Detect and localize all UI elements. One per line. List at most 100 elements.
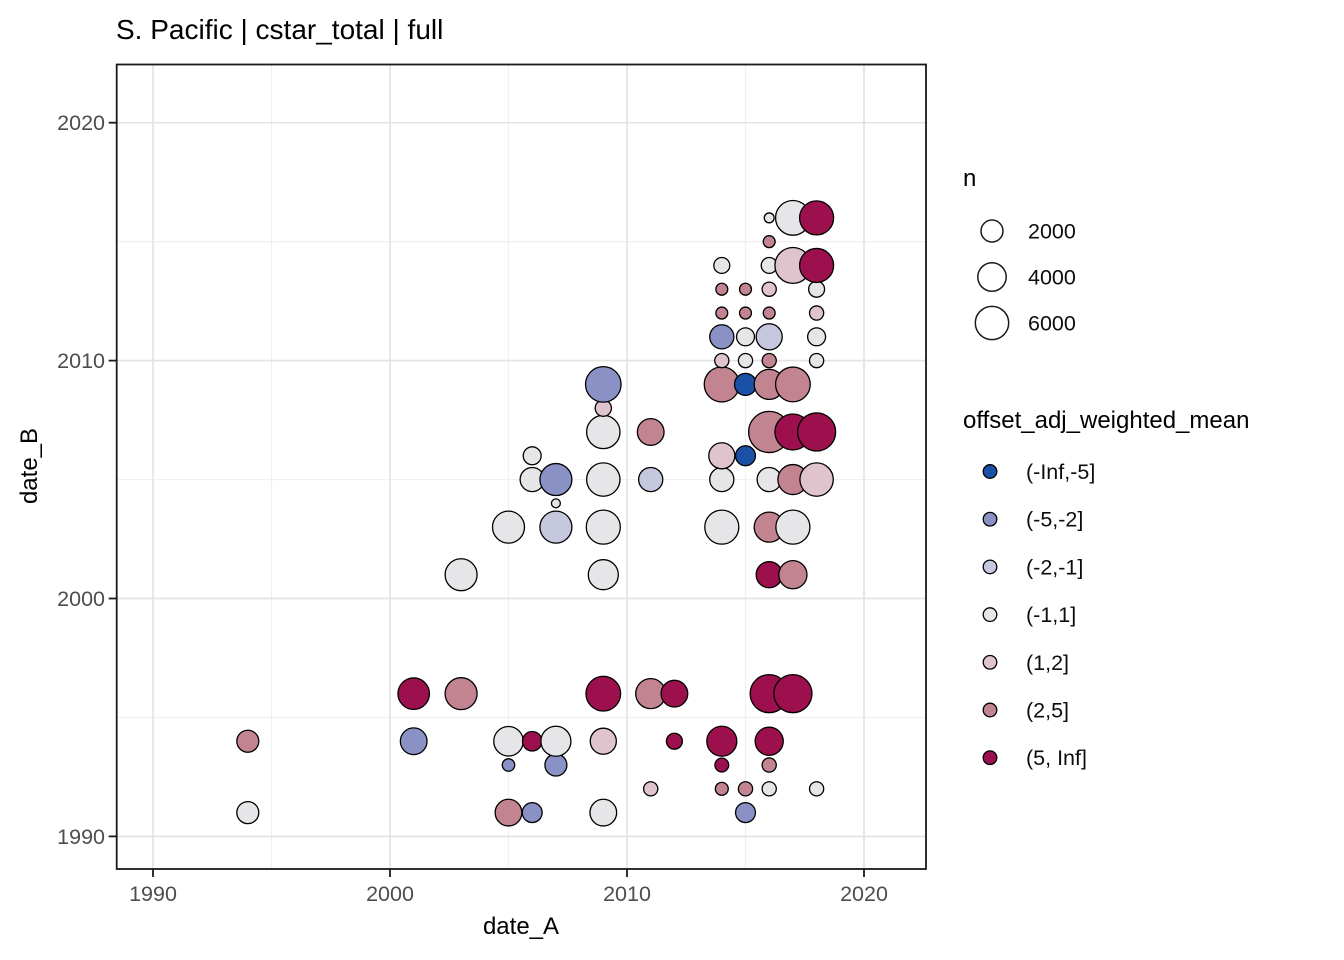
data-point xyxy=(808,781,825,797)
data-point xyxy=(494,798,523,827)
data-point xyxy=(444,677,478,711)
data-point xyxy=(704,509,740,545)
data-point xyxy=(493,725,524,757)
data-point xyxy=(665,732,684,750)
data-point xyxy=(761,781,777,797)
data-point xyxy=(735,327,756,347)
data-point xyxy=(706,725,738,757)
color-legend-label: (1,2] xyxy=(1026,651,1069,675)
color-legend-label: (2,5] xyxy=(1026,699,1069,723)
data-point xyxy=(738,282,753,296)
data-point xyxy=(737,352,754,369)
data-point xyxy=(761,352,777,369)
x-tick-label: 1990 xyxy=(129,882,177,906)
data-point xyxy=(637,466,664,493)
data-point xyxy=(236,729,260,753)
data-point xyxy=(713,256,731,275)
data-point xyxy=(397,677,431,711)
size-legend-circle xyxy=(980,219,1004,243)
data-point xyxy=(773,673,813,714)
data-point xyxy=(714,757,730,773)
data-point xyxy=(236,800,260,825)
data-point xyxy=(399,727,428,756)
data-point xyxy=(733,372,758,397)
x-tick-label: 2000 xyxy=(366,882,414,906)
x-tick-label: 2010 xyxy=(603,882,651,906)
color-legend-label: (5, Inf] xyxy=(1026,746,1087,770)
data-point xyxy=(522,446,542,466)
data-point xyxy=(737,781,754,797)
data-point xyxy=(808,305,825,321)
data-point xyxy=(761,281,777,297)
data-point xyxy=(584,365,622,403)
data-point xyxy=(585,462,621,497)
data-point xyxy=(709,466,735,493)
data-point xyxy=(715,306,729,320)
x-tick-label: 2020 xyxy=(840,882,888,906)
data-point xyxy=(774,366,811,403)
color-legend-dot xyxy=(982,750,998,766)
data-point xyxy=(778,559,808,590)
data-point xyxy=(762,306,776,320)
data-point xyxy=(636,417,665,446)
color-legend-label: (-1,1] xyxy=(1026,603,1076,627)
data-point xyxy=(501,758,516,772)
data-point xyxy=(550,498,561,509)
size-legend-label: 6000 xyxy=(1028,312,1076,336)
data-point xyxy=(660,679,689,708)
data-point xyxy=(708,442,736,470)
data-point xyxy=(761,757,777,773)
color-legend-dot xyxy=(982,464,998,479)
color-legend-label: (-2,-1] xyxy=(1026,555,1083,579)
color-legend-dot xyxy=(982,654,998,670)
data-point xyxy=(444,558,478,592)
data-point xyxy=(808,352,825,369)
y-axis-title: date_B xyxy=(16,427,43,505)
data-point xyxy=(544,753,568,777)
data-point xyxy=(540,725,572,757)
data-point xyxy=(738,306,753,320)
data-point xyxy=(521,730,543,752)
data-point xyxy=(763,212,775,224)
y-tick-label: 1990 xyxy=(57,825,105,849)
data-point xyxy=(589,727,617,755)
y-tick-label: 2020 xyxy=(57,111,105,135)
size-legend-label: 2000 xyxy=(1028,220,1076,244)
data-point xyxy=(796,412,837,452)
y-tick-label: 2010 xyxy=(57,349,105,373)
data-point xyxy=(798,247,835,284)
data-point xyxy=(806,327,827,347)
data-point xyxy=(585,509,621,545)
size-legend-title: n xyxy=(963,165,977,192)
size-legend-label: 4000 xyxy=(1028,266,1076,290)
color-legend-dot xyxy=(982,702,998,718)
color-legend-dot xyxy=(982,511,998,527)
color-legend-label: (-5,-2] xyxy=(1026,508,1083,532)
color-legend-dot xyxy=(982,559,998,575)
color-legend-dot xyxy=(982,607,998,623)
data-point xyxy=(521,802,543,824)
data-point xyxy=(539,510,573,544)
x-axis-title: date_A xyxy=(482,913,560,940)
data-point xyxy=(762,235,776,249)
data-point xyxy=(798,200,835,236)
data-point xyxy=(807,280,826,298)
data-point xyxy=(799,462,834,497)
data-point xyxy=(754,726,784,756)
size-legend-circle xyxy=(977,262,1007,292)
color-legend-title: offset_adj_weighted_mean xyxy=(963,407,1250,434)
data-point xyxy=(587,559,619,591)
data-point xyxy=(734,802,757,824)
data-point xyxy=(589,798,618,827)
data-point xyxy=(642,781,659,797)
data-point xyxy=(714,352,730,369)
color-legend-label: (-Inf,-5] xyxy=(1026,460,1095,484)
data-point xyxy=(585,675,622,712)
data-point xyxy=(755,323,783,351)
data-point xyxy=(585,414,621,450)
data-point xyxy=(491,510,526,544)
data-point xyxy=(715,282,729,296)
size-legend-circle xyxy=(974,305,1010,341)
